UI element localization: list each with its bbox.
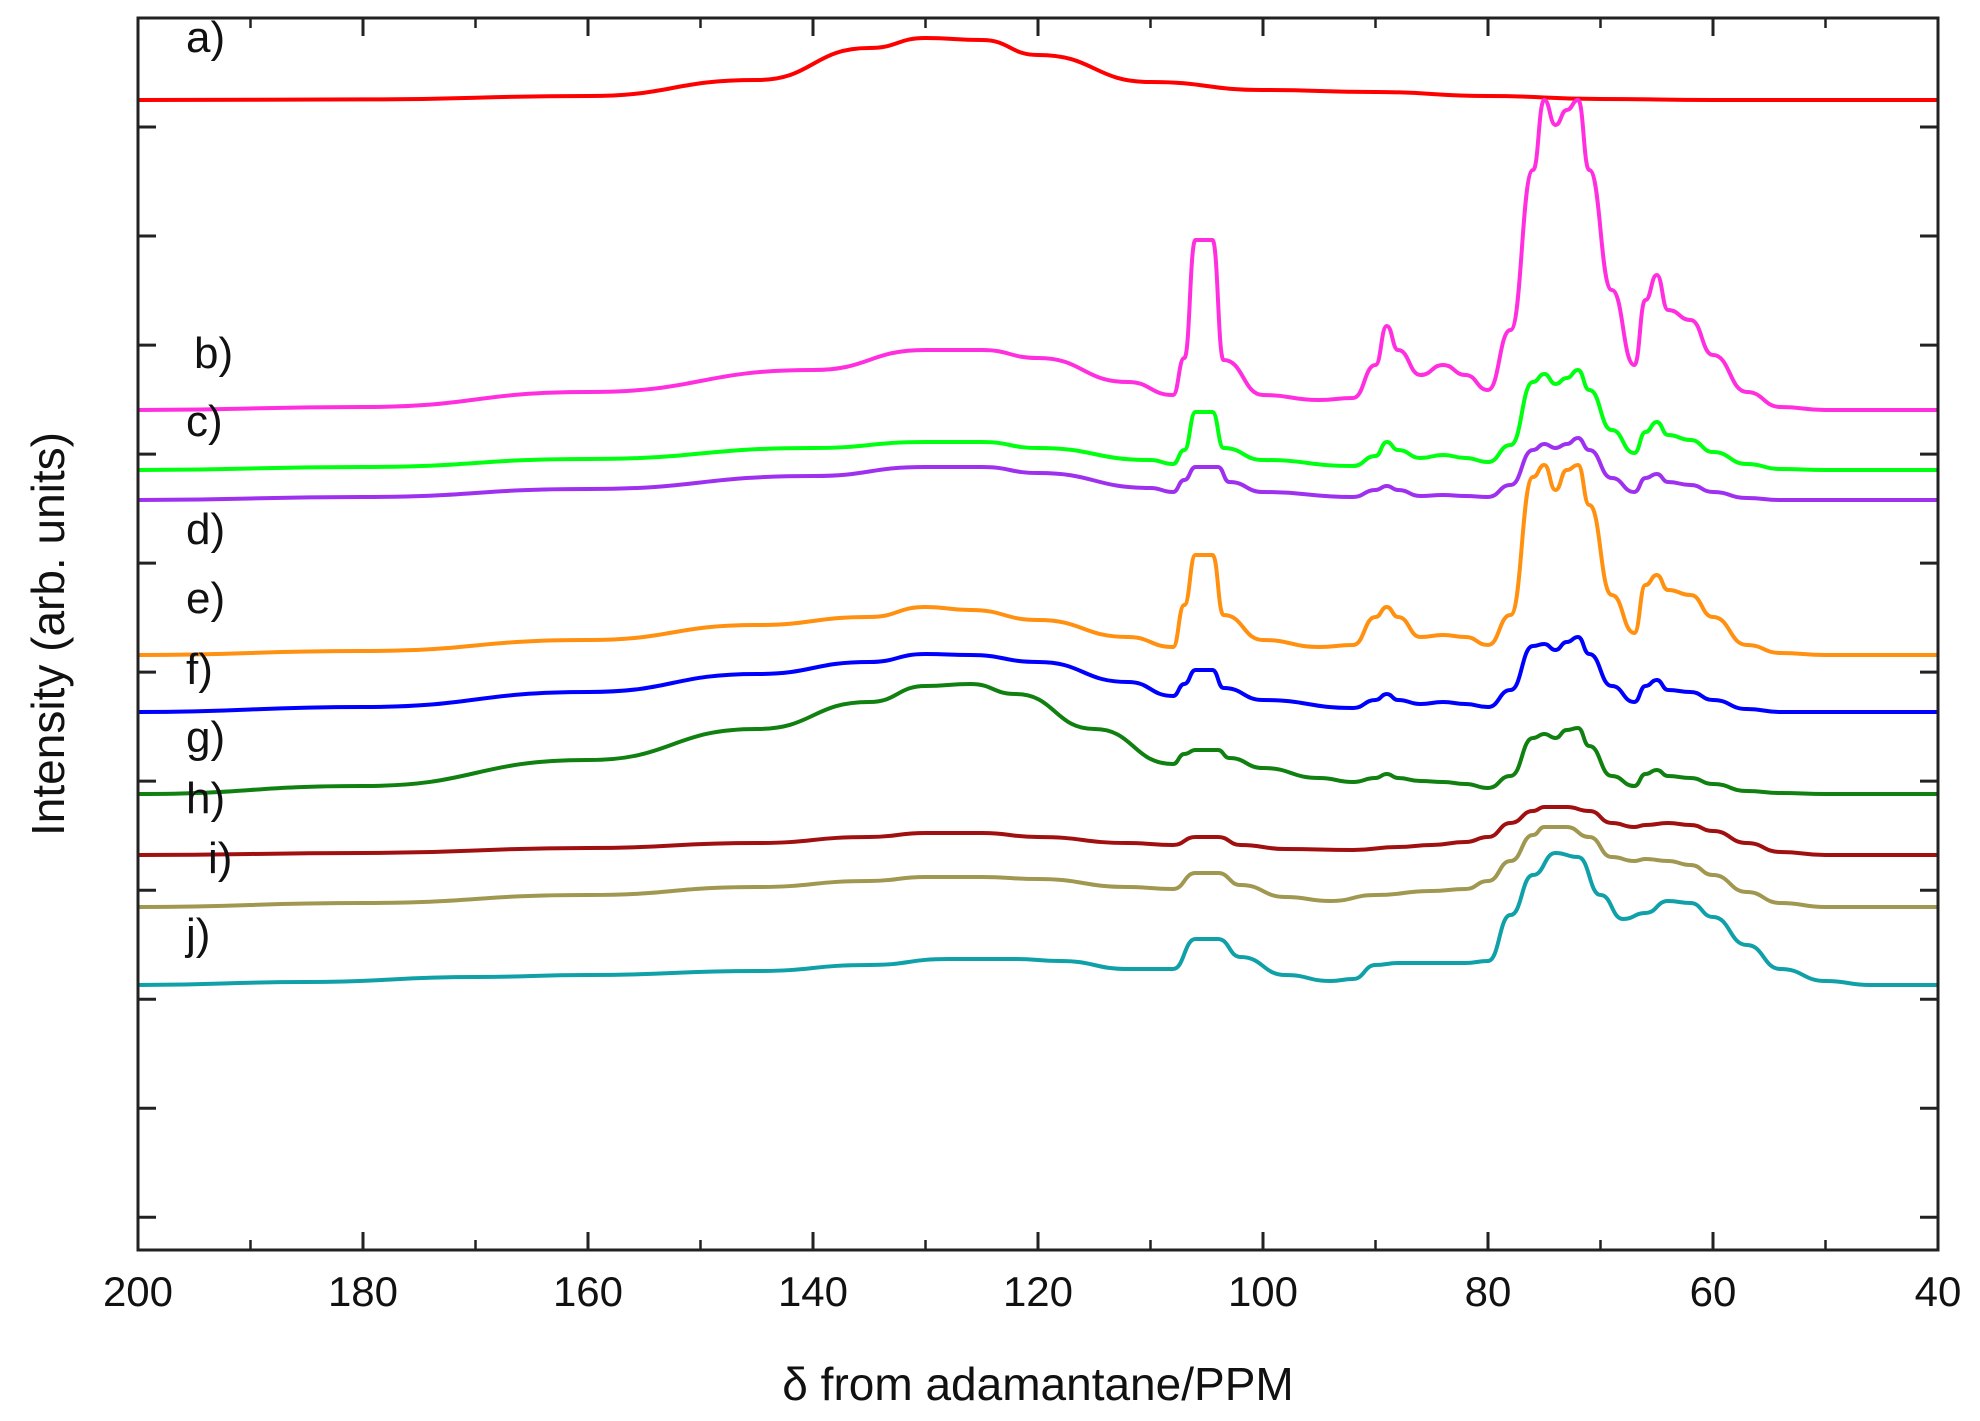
spectrum-curve-h [137, 805, 1938, 857]
spectrum-curve-i [137, 825, 1938, 909]
x-tick-label: 200 [103, 1268, 173, 1315]
series-label-c: c) [186, 397, 223, 446]
spectrum-curve-g [137, 682, 1938, 796]
spectrum-curve-f [137, 635, 1938, 715]
x-tick-label: 160 [553, 1268, 623, 1315]
series-label-g: g) [186, 713, 225, 762]
spectrum-curve-b [137, 98, 1938, 412]
y-axis-title: Intensity (arb. units) [22, 432, 74, 836]
spectrum-curve-j [137, 851, 1938, 988]
x-tick-labels: 200 180 160 140 120 100 80 60 40 [103, 1268, 1961, 1315]
spectrum-curve-d [137, 436, 1938, 503]
spectrum-curve-c [137, 368, 1938, 472]
x-tick-label: 100 [1228, 1268, 1298, 1315]
spectrum-curve-a [137, 36, 1938, 102]
series-label-h: h) [186, 774, 225, 823]
series-label-b: b) [194, 329, 233, 378]
plot-frame [136, 16, 1940, 1252]
axis-ticks [136, 18, 1940, 1250]
series-label-f: f) [186, 645, 213, 694]
spectra-curves [137, 36, 1938, 988]
series-label-a: a) [186, 13, 225, 62]
x-axis-title: δ from adamantane/PPM [782, 1358, 1293, 1410]
x-tick-label: 180 [328, 1268, 398, 1315]
series-label-i: i) [208, 834, 232, 883]
x-tick-label: 40 [1915, 1268, 1962, 1315]
spectrum-curve-e [137, 463, 1938, 657]
x-tick-label: 140 [778, 1268, 848, 1315]
x-tick-label: 60 [1690, 1268, 1737, 1315]
series-label-d: d) [186, 505, 225, 554]
series-label-j: j) [184, 910, 210, 959]
series-label-e: e) [186, 574, 225, 623]
x-tick-label: 120 [1003, 1268, 1073, 1315]
x-tick-label: 80 [1465, 1268, 1512, 1315]
series-labels: a) b) c) d) e) f) g) h) i) j) [184, 13, 233, 959]
